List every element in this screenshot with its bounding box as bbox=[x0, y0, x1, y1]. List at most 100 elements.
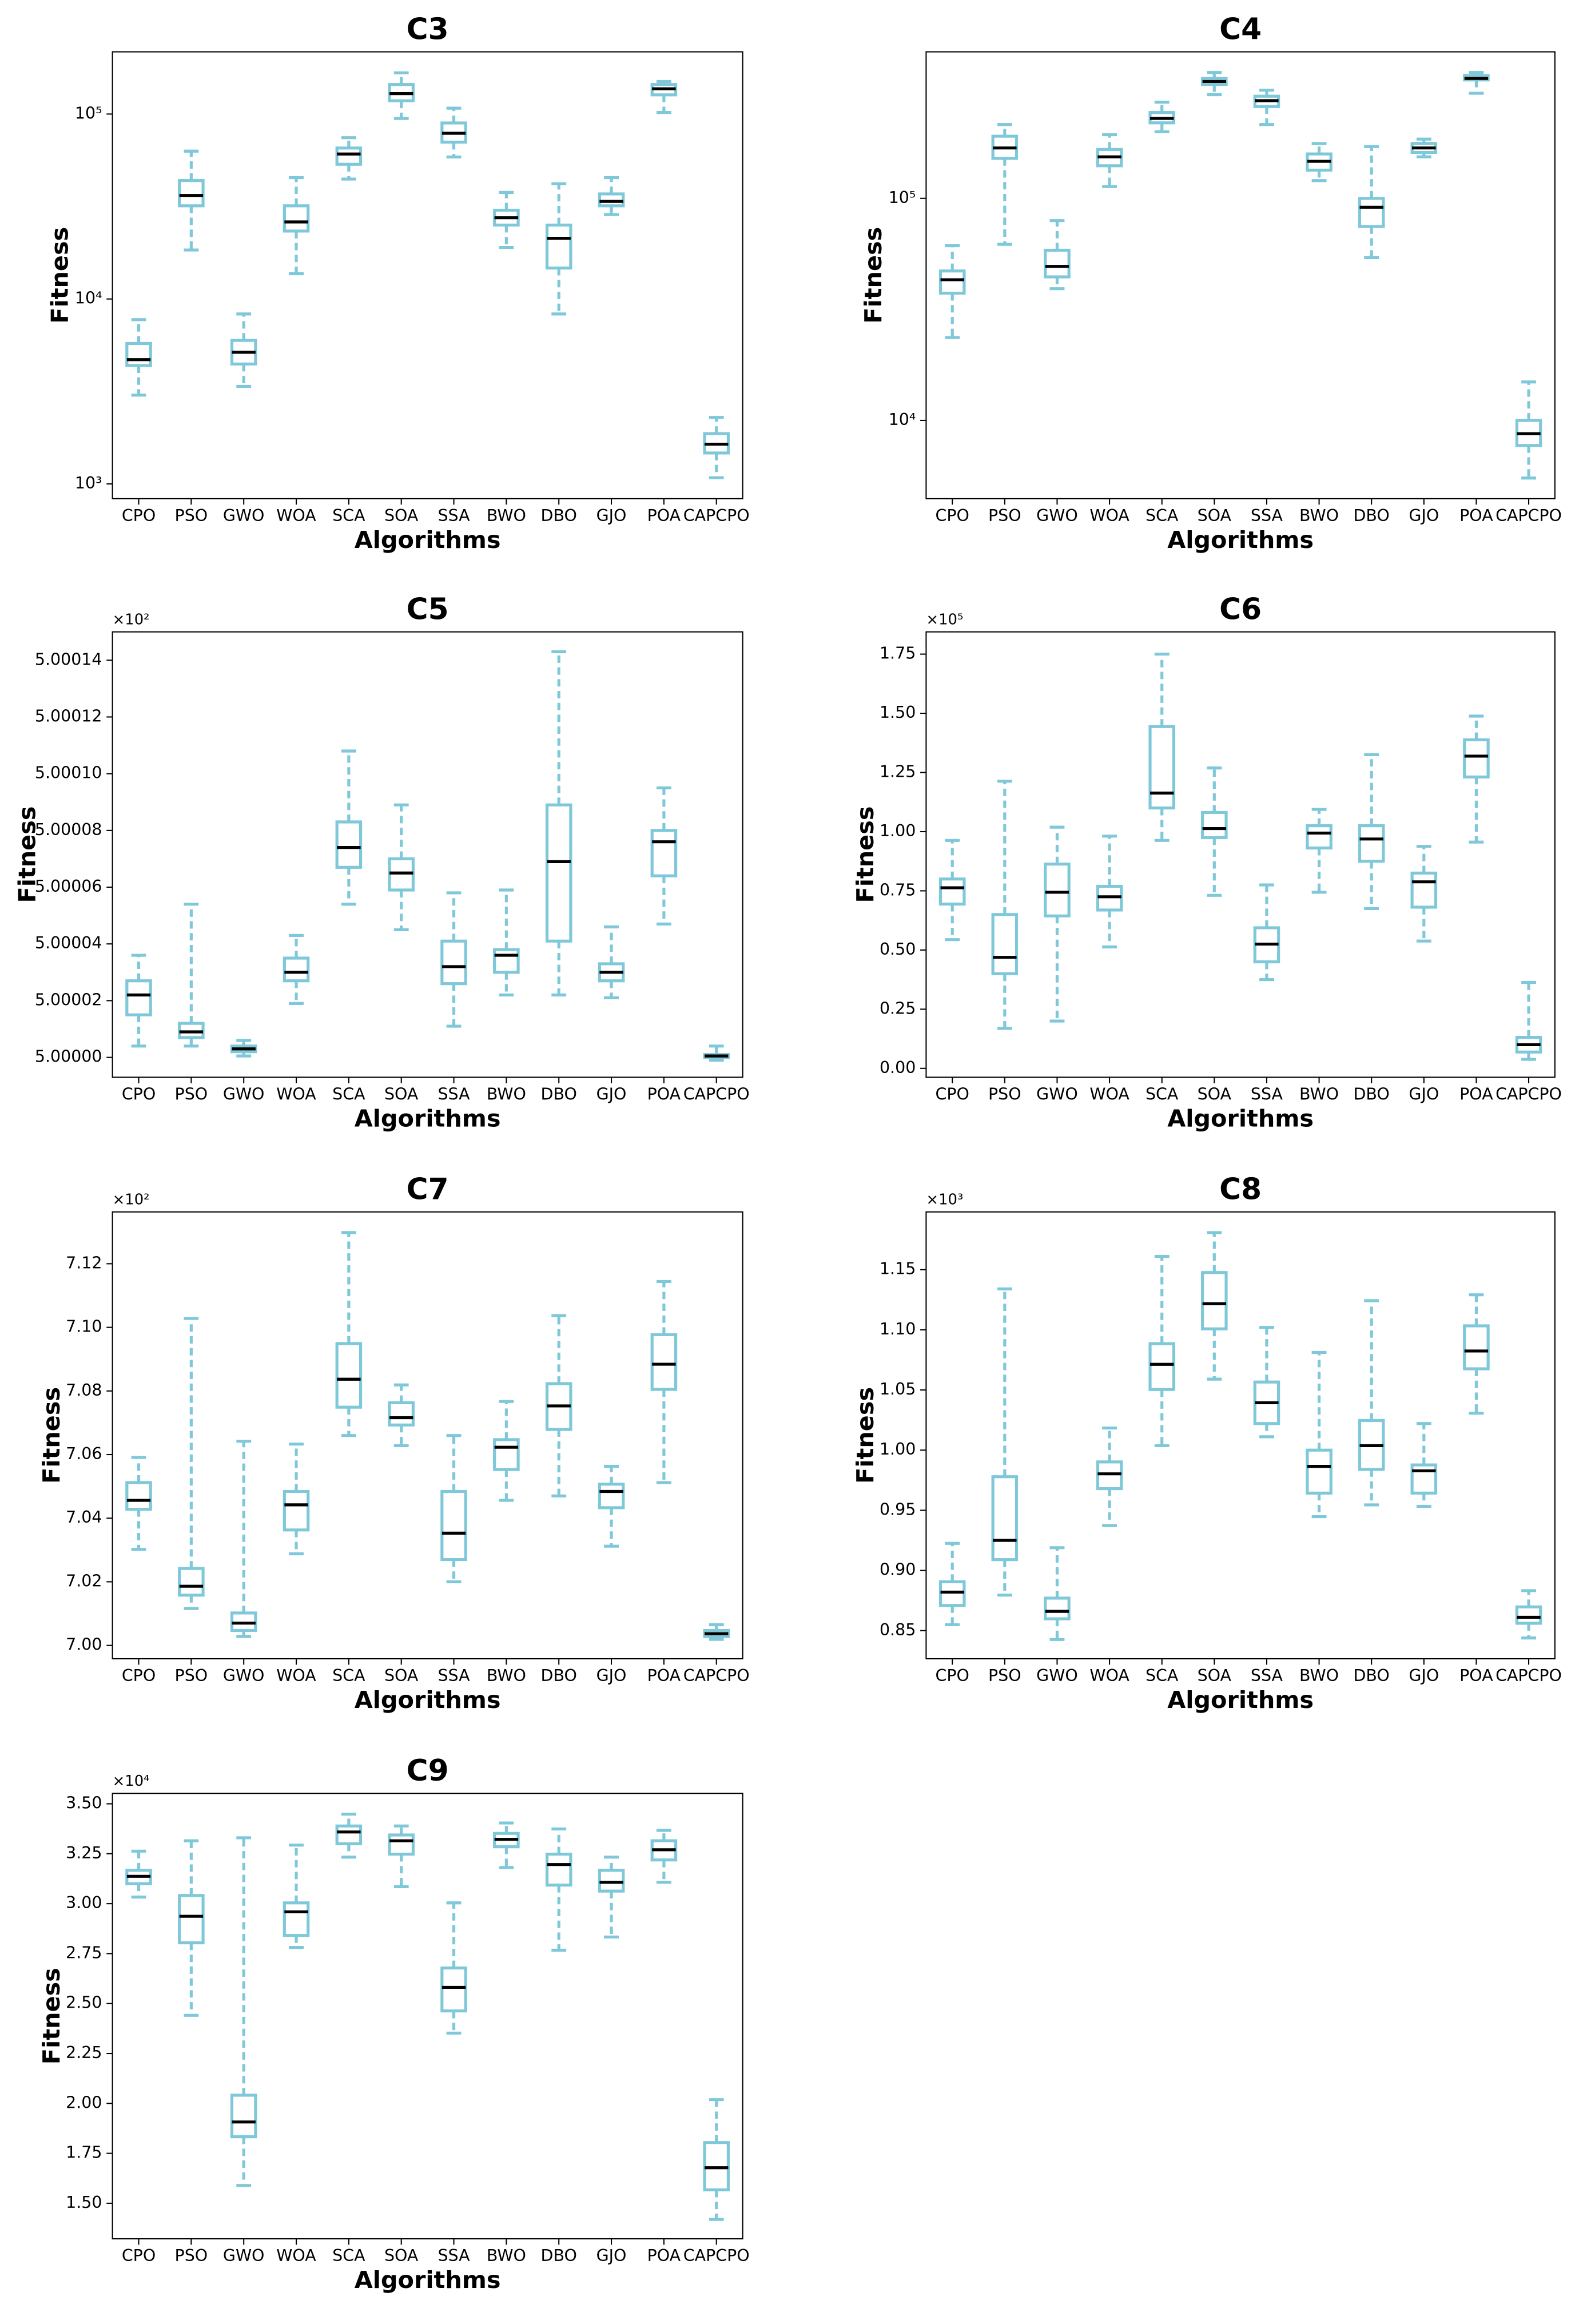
x-tick-label: SOA bbox=[384, 1084, 419, 1103]
y-tick-label: 5.00006 bbox=[35, 877, 102, 896]
x-tick-label: PSO bbox=[175, 1084, 208, 1103]
y-tick-label: 1.25 bbox=[880, 762, 916, 781]
box bbox=[440, 1966, 467, 2013]
y-axis-label: Fitness bbox=[860, 227, 887, 324]
y-tick-label: 10³ bbox=[75, 474, 102, 492]
x-tick-label: POA bbox=[647, 1666, 681, 1685]
y-tick-label: 10⁴ bbox=[75, 289, 102, 308]
box bbox=[1515, 1605, 1542, 1625]
chart-title: C6 bbox=[1219, 592, 1262, 626]
x-tick-label: GJO bbox=[1409, 1666, 1439, 1685]
x-tick-label: PSO bbox=[988, 1666, 1021, 1685]
x-tick-label: POA bbox=[1459, 506, 1493, 525]
x-tick-label: GWO bbox=[223, 506, 265, 525]
box bbox=[1463, 738, 1490, 778]
x-tick-label: WOA bbox=[1089, 506, 1129, 525]
x-tick-label: BWO bbox=[1299, 506, 1339, 525]
box bbox=[1044, 1596, 1071, 1620]
box bbox=[178, 1894, 205, 1945]
y-tick-label: 3.25 bbox=[66, 1844, 102, 1862]
box bbox=[598, 1483, 625, 1509]
y-tick-label: 1.50 bbox=[66, 2193, 102, 2212]
x-tick-label: DBO bbox=[1354, 1666, 1390, 1685]
x-tick-label: CPO bbox=[122, 1666, 156, 1685]
y-axis-label: Fitness bbox=[46, 227, 73, 324]
x-tick-label: SSA bbox=[1251, 1084, 1283, 1103]
box bbox=[178, 1567, 205, 1597]
y-tick-label: 3.50 bbox=[66, 1794, 102, 1813]
box bbox=[1358, 824, 1385, 863]
x-tick-label: SSA bbox=[437, 2246, 470, 2265]
x-tick-label: CAPCPO bbox=[1496, 1084, 1562, 1103]
y-tick-label: 0.85 bbox=[880, 1620, 916, 1639]
box bbox=[598, 1869, 625, 1893]
box bbox=[1044, 863, 1071, 917]
x-tick-label: SOA bbox=[384, 506, 419, 525]
y-tick-label: 1.05 bbox=[880, 1380, 916, 1399]
box bbox=[598, 192, 625, 208]
y-tick-label: 5.00004 bbox=[35, 933, 102, 952]
box bbox=[1306, 824, 1333, 850]
y-tick-label: 1.75 bbox=[880, 644, 916, 663]
plot-frame bbox=[112, 51, 743, 499]
x-tick-label: BWO bbox=[487, 1084, 526, 1103]
box bbox=[1306, 1448, 1333, 1495]
x-tick-label: POA bbox=[647, 1084, 681, 1103]
y-tick-label: 7.10 bbox=[66, 1317, 102, 1336]
x-tick-label: POA bbox=[1459, 1666, 1493, 1685]
box bbox=[703, 2141, 730, 2192]
axis-offset: ×10⁵ bbox=[926, 611, 963, 628]
box bbox=[545, 223, 572, 270]
box bbox=[1148, 1342, 1175, 1391]
y-tick-label: 0.95 bbox=[880, 1500, 916, 1519]
x-tick-label: PSO bbox=[175, 1666, 208, 1685]
y-tick-label: 2.50 bbox=[66, 1993, 102, 2012]
y-tick-label: 0.25 bbox=[880, 999, 916, 1018]
y-tick-label: 5.00000 bbox=[35, 1047, 102, 1066]
plot-frame bbox=[925, 51, 1556, 499]
box bbox=[1201, 1271, 1228, 1330]
box bbox=[1044, 248, 1071, 279]
box bbox=[493, 1438, 520, 1471]
box bbox=[125, 1481, 152, 1511]
box bbox=[1463, 1324, 1490, 1370]
box bbox=[1410, 871, 1438, 909]
box bbox=[335, 820, 363, 869]
x-tick-label: GJO bbox=[1409, 1084, 1439, 1103]
x-tick-label: CAPCPO bbox=[683, 2246, 750, 2265]
x-tick-label: DBO bbox=[1354, 1084, 1390, 1103]
x-axis-label: Algorithms bbox=[355, 1686, 501, 1714]
chart-title: C8 bbox=[1219, 1173, 1262, 1207]
x-tick-label: GWO bbox=[1036, 1666, 1078, 1685]
x-tick-label: GJO bbox=[596, 506, 627, 525]
box bbox=[335, 1824, 363, 1845]
plot-frame bbox=[112, 631, 743, 1078]
x-tick-label: GWO bbox=[1036, 506, 1078, 525]
box bbox=[440, 1489, 467, 1562]
box bbox=[938, 269, 966, 295]
box bbox=[991, 1475, 1019, 1562]
x-tick-label: CPO bbox=[122, 1084, 156, 1103]
x-tick-label: SCA bbox=[1146, 1084, 1179, 1103]
x-tick-label: PSO bbox=[988, 1084, 1021, 1103]
y-tick-label: 10⁴ bbox=[889, 410, 916, 429]
y-tick-label: 7.00 bbox=[66, 1635, 102, 1654]
y-axis-label: Fitness bbox=[38, 1968, 65, 2064]
x-tick-label: SOA bbox=[384, 2246, 419, 2265]
x-tick-label: GJO bbox=[596, 1666, 627, 1685]
x-tick-label: CAPCPO bbox=[683, 1084, 750, 1103]
x-tick-label: CPO bbox=[936, 1084, 969, 1103]
x-tick-label: WOA bbox=[276, 2246, 316, 2265]
x-tick-label: SCA bbox=[1146, 1666, 1179, 1685]
box bbox=[283, 1489, 310, 1532]
chart-title: C4 bbox=[1219, 12, 1262, 46]
axis-offset: ×10⁴ bbox=[113, 1773, 150, 1790]
box bbox=[283, 956, 310, 983]
y-tick-label: 1.00 bbox=[880, 1440, 916, 1459]
axis-offset: ×10² bbox=[113, 1191, 150, 1209]
box bbox=[283, 1901, 310, 1937]
y-tick-label: 0.90 bbox=[880, 1560, 916, 1579]
box bbox=[545, 803, 572, 943]
y-tick-label: 3.00 bbox=[66, 1893, 102, 1912]
axis-offset: ×10² bbox=[113, 611, 150, 628]
